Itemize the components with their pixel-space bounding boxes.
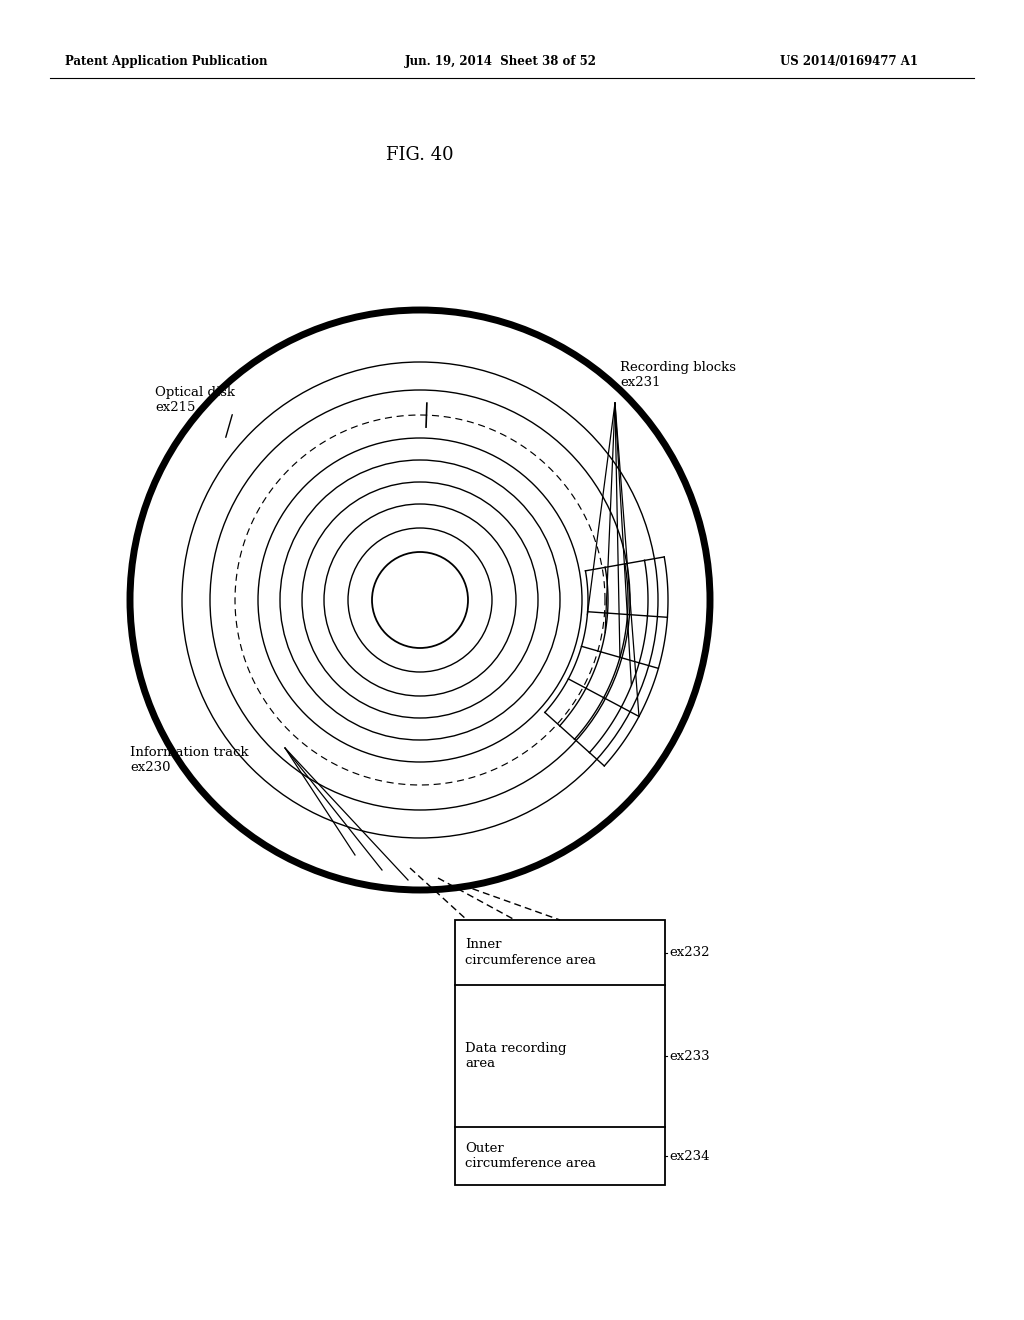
Text: Optical disk
ex215: Optical disk ex215 — [155, 385, 234, 414]
Bar — [455, 920, 665, 1185]
Text: Jun. 19, 2014  Sheet 38 of 52: Jun. 19, 2014 Sheet 38 of 52 — [406, 55, 597, 69]
Text: Data recording
area: Data recording area — [465, 1041, 566, 1071]
Text: Outer
circumference area: Outer circumference area — [465, 1142, 596, 1170]
Text: Information track
ex230: Information track ex230 — [130, 746, 249, 774]
Text: Inner
circumference area: Inner circumference area — [465, 939, 596, 966]
Text: Recording blocks
ex231: Recording blocks ex231 — [620, 360, 736, 389]
Text: ex234: ex234 — [669, 1150, 710, 1163]
Text: ex232: ex232 — [669, 946, 710, 960]
Text: FIG. 40: FIG. 40 — [386, 147, 454, 164]
Text: ex233: ex233 — [669, 1049, 710, 1063]
Text: US 2014/0169477 A1: US 2014/0169477 A1 — [780, 55, 918, 69]
Text: Patent Application Publication: Patent Application Publication — [65, 55, 267, 69]
